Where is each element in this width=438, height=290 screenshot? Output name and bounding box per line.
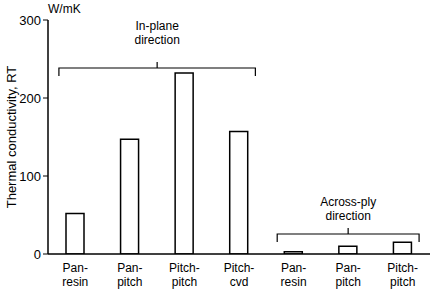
svg-text:300: 300 [19, 13, 41, 28]
svg-text:Thermal conductivity, RT: Thermal conductivity, RT [8, 66, 19, 209]
svg-text:Pitch-cvd: Pitch-cvd [224, 261, 255, 289]
svg-text:Pan-pitch: Pan-pitch [117, 261, 142, 289]
svg-text:100: 100 [19, 169, 41, 184]
svg-text:In-planedirection: In-planedirection [134, 19, 179, 47]
svg-text:200: 200 [19, 91, 41, 106]
svg-text:Pan-pitch: Pan-pitch [335, 261, 360, 289]
svg-text:Across-plydirection: Across-plydirection [320, 195, 376, 223]
svg-text:Pitch-pitch: Pitch-pitch [387, 261, 418, 289]
svg-text:0: 0 [34, 247, 41, 262]
svg-text:Pan-resin: Pan-resin [62, 261, 88, 289]
svg-text:Pitch-pitch: Pitch-pitch [169, 261, 200, 289]
svg-text:W/mK: W/mK [48, 2, 81, 16]
svg-text:Pan-resin: Pan-resin [281, 261, 307, 289]
